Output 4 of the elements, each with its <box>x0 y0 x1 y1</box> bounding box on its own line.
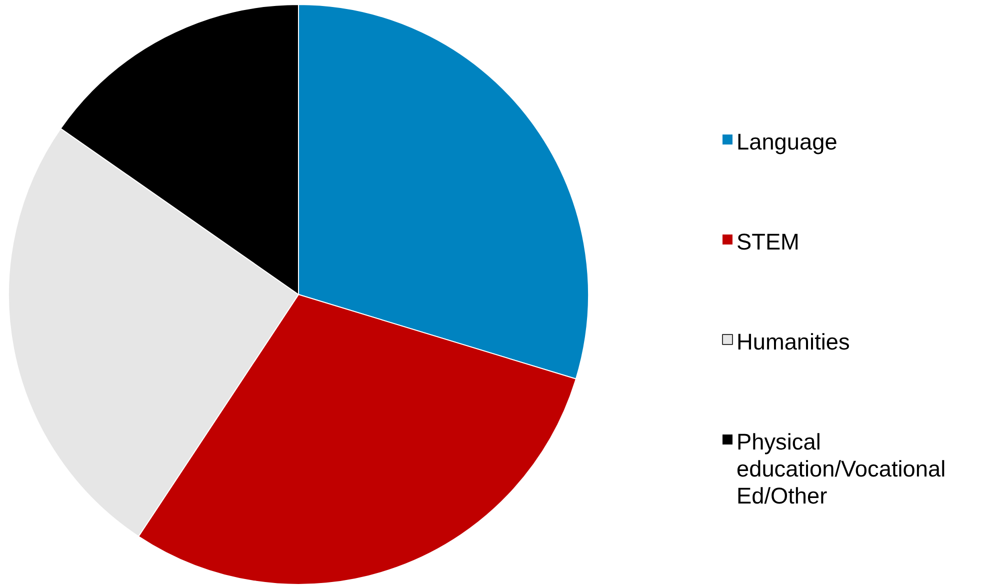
legend-label: Language <box>736 128 838 154</box>
legend-label: Humanities <box>736 328 850 354</box>
legend-label: STEM <box>736 228 800 254</box>
legend-label: Physical education/Vocational Ed/Other <box>736 428 946 508</box>
